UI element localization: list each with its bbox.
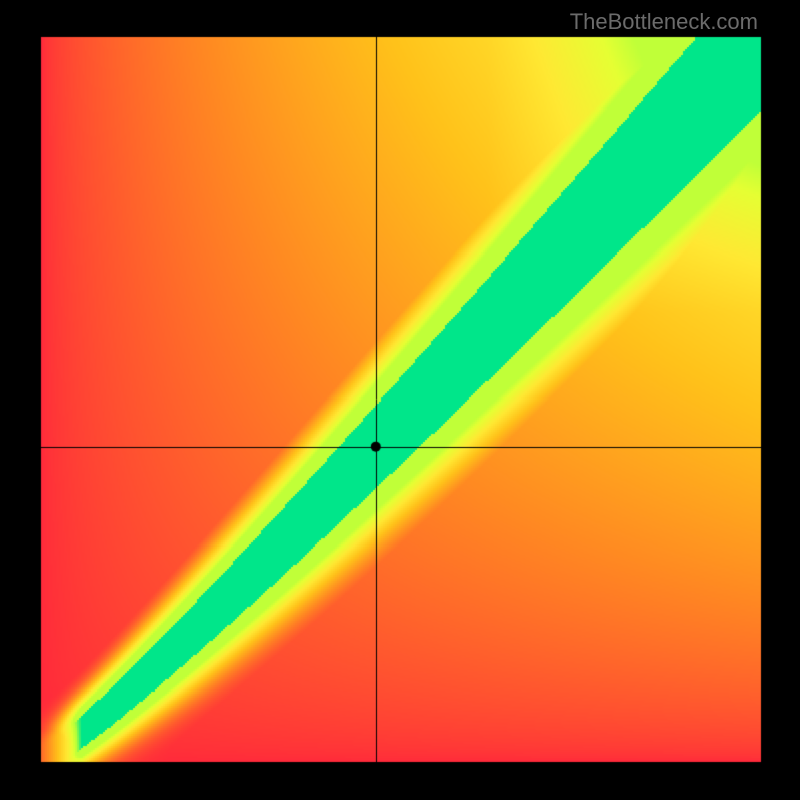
watermark-text: TheBottleneck.com (570, 9, 758, 35)
chart-stage: TheBottleneck.com (0, 0, 800, 800)
bottleneck-heatmap-canvas (0, 0, 800, 800)
